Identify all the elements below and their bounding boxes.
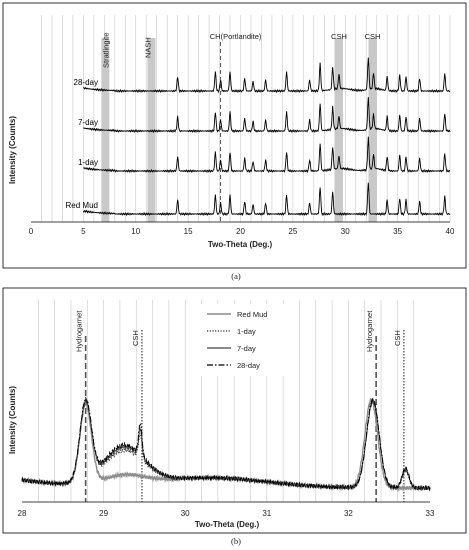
legend-label: Red Mud bbox=[237, 310, 267, 319]
phase-band bbox=[147, 38, 156, 222]
x-tick-label: 20 bbox=[236, 227, 245, 236]
x-tick-label: 30 bbox=[341, 227, 350, 236]
panel-a-series: 28-day 7-day 1-day Red Mud bbox=[66, 57, 451, 217]
phase-marker-label: Hydrogarnet bbox=[75, 310, 84, 352]
x-tick-label: 33 bbox=[426, 509, 435, 518]
x-tick-label: 0 bbox=[29, 227, 34, 236]
x-tick-label: 10 bbox=[131, 227, 140, 236]
phase-marker-label: CSH bbox=[393, 330, 402, 346]
chart-panel-a: Stratlingite NASH CH(Portlandite) CSH CSH 28… bbox=[2, 2, 467, 281]
legend-label: 28-day bbox=[237, 361, 260, 370]
panel-a-label: (a) bbox=[231, 271, 241, 281]
phase-band-label: CH(Portlandite) bbox=[210, 32, 262, 41]
x-tick-label: 30 bbox=[181, 509, 190, 518]
panel-a-phase-bands: Stratlingite NASH CH(Portlandite) CSH CSH bbox=[101, 32, 380, 222]
series-label: 7-day bbox=[78, 118, 98, 127]
x-tick-label: 31 bbox=[262, 509, 271, 518]
x-tick-label: 32 bbox=[344, 509, 353, 518]
series-line bbox=[83, 57, 451, 94]
series-line bbox=[83, 97, 451, 134]
series-line bbox=[21, 398, 431, 493]
x-tick-label: 40 bbox=[446, 227, 455, 236]
series-label: 1-day bbox=[78, 158, 98, 167]
x-tick-label: 5 bbox=[81, 227, 86, 236]
series-line bbox=[82, 182, 451, 217]
series-label: 28-day bbox=[74, 78, 98, 87]
panel-b-x-ticks: 28 29 30 31 32 33 bbox=[18, 509, 435, 518]
x-tick-label: 25 bbox=[288, 227, 297, 236]
phase-marker-label: CSH bbox=[131, 330, 140, 346]
panel-a-x-axis-title: Two-Theta (Deg.) bbox=[208, 240, 273, 249]
panel-b-series bbox=[21, 397, 431, 493]
panel-b-frame bbox=[2, 287, 467, 534]
panel-a-x-ticks: 0 5 10 15 20 25 30 35 40 bbox=[29, 227, 455, 236]
series-line bbox=[21, 397, 431, 492]
x-tick-label: 15 bbox=[184, 227, 193, 236]
panel-a-gridlines bbox=[41, 15, 451, 222]
x-tick-label: 28 bbox=[18, 509, 27, 518]
phase-marker-label: Hydrogarnet bbox=[365, 310, 374, 352]
legend-label: 7-day bbox=[237, 344, 256, 353]
phase-band-label: NASH bbox=[143, 37, 152, 58]
phase-band-label: CSH bbox=[331, 32, 347, 41]
phase-band bbox=[334, 38, 343, 222]
panel-b-x-axis-title: Two-Theta (Deg.) bbox=[195, 520, 260, 529]
x-tick-label: 35 bbox=[393, 227, 402, 236]
panel-a-frame bbox=[2, 2, 467, 269]
series-line bbox=[83, 136, 451, 174]
phase-band-label: Stratlingite bbox=[101, 33, 110, 68]
x-tick-label: 29 bbox=[99, 509, 108, 518]
chart-panel-b: Hydrogarnet CSH Hydrogarnet CSH 28 29 30 31 32 3… bbox=[2, 287, 467, 546]
legend-box bbox=[201, 304, 289, 376]
phase-band-label: CSH bbox=[365, 32, 381, 41]
phase-band bbox=[368, 38, 377, 222]
panel-b-legend: Red Mud 1-day 7-day 28-day bbox=[201, 304, 289, 376]
panel-a-y-axis-title: Intensity (Counts) bbox=[8, 116, 17, 184]
panel-b-label: (b) bbox=[231, 536, 241, 546]
series-label: Red Mud bbox=[66, 201, 98, 210]
panel-b-y-axis-title: Intensity (Counts) bbox=[8, 386, 17, 454]
legend-label: 1-day bbox=[237, 327, 256, 336]
